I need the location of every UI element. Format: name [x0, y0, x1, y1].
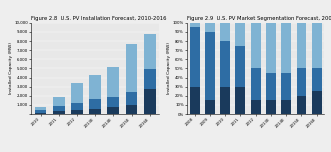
Bar [144, 34, 156, 69]
Bar [281, 23, 291, 73]
Bar [220, 41, 230, 87]
Bar [312, 23, 322, 68]
Bar [251, 23, 260, 68]
Bar [126, 105, 137, 114]
Bar [312, 68, 322, 91]
Bar [266, 100, 276, 114]
Bar [35, 110, 46, 113]
Bar [53, 97, 65, 106]
Bar [251, 100, 260, 114]
Bar [35, 113, 46, 114]
Bar [205, 23, 215, 32]
Bar [297, 23, 307, 68]
Text: Figure 2.9  U.S. PV Market Segmentation Forecast, 2008-2016: Figure 2.9 U.S. PV Market Segmentation F… [187, 16, 331, 21]
Bar [251, 68, 260, 100]
Bar [126, 44, 137, 92]
Bar [53, 111, 65, 114]
Y-axis label: Installed Capacity (MW): Installed Capacity (MW) [167, 42, 171, 94]
Bar [35, 107, 46, 110]
Legend: Residential, Non-Residential, Utility: Residential, Non-Residential, Utility [21, 151, 104, 152]
Bar [190, 27, 200, 87]
Bar [89, 99, 101, 109]
Bar [235, 46, 245, 87]
Bar [126, 92, 137, 105]
Bar [190, 23, 200, 27]
Bar [144, 89, 156, 114]
Bar [108, 67, 119, 97]
Bar [297, 68, 307, 96]
Bar [266, 73, 276, 100]
Bar [312, 91, 322, 114]
Y-axis label: Installed Capacity (MW): Installed Capacity (MW) [9, 42, 13, 94]
Bar [235, 87, 245, 114]
Bar [297, 96, 307, 114]
Bar [53, 106, 65, 111]
Bar [108, 97, 119, 107]
Bar [190, 87, 200, 114]
Bar [144, 69, 156, 89]
Bar [89, 109, 101, 114]
Bar [89, 75, 101, 99]
Bar [281, 73, 291, 100]
Bar [266, 23, 276, 73]
Bar [71, 83, 83, 103]
Bar [71, 103, 83, 110]
Bar [281, 100, 291, 114]
Bar [108, 107, 119, 114]
Bar [205, 32, 215, 100]
Bar [220, 23, 230, 41]
Bar [205, 100, 215, 114]
Bar [220, 87, 230, 114]
Bar [235, 23, 245, 46]
Legend: Residential, Non-Residential, Utility: Residential, Non-Residential, Utility [175, 151, 259, 152]
Text: Figure 2.8  U.S. PV Installation Forecast, 2010-2016: Figure 2.8 U.S. PV Installation Forecast… [31, 16, 167, 21]
Bar [71, 110, 83, 114]
